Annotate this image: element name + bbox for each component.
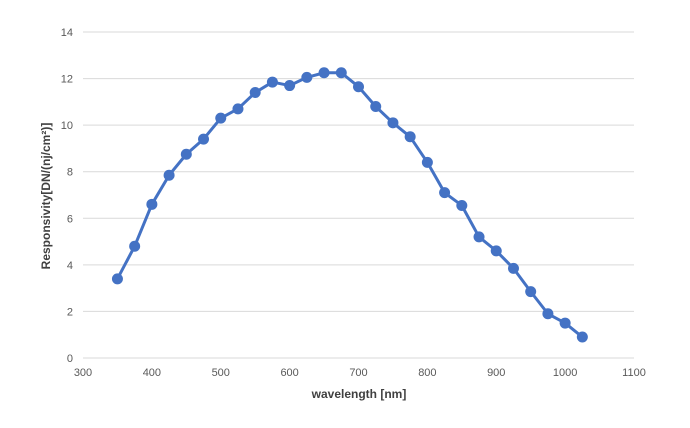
data-point[interactable] [111, 273, 123, 285]
series-line-0 [115, 71, 584, 339]
x-tick-label: 400 [143, 367, 161, 379]
y-tick-label: 14 [61, 27, 73, 39]
data-point[interactable] [301, 71, 313, 83]
y-tick-label: 10 [61, 120, 73, 132]
data-point[interactable] [456, 199, 468, 211]
data-point[interactable] [370, 101, 382, 113]
data-point[interactable] [335, 67, 347, 79]
data-point[interactable] [353, 81, 364, 93]
y-tick-label: 12 [61, 74, 73, 86]
data-point[interactable] [404, 131, 416, 143]
data-point[interactable] [473, 231, 485, 243]
gridlines [83, 31, 634, 359]
x-axis-title: wavelength [nm] [311, 387, 407, 401]
x-tick-label: 700 [349, 367, 367, 379]
x-tick-label: 600 [280, 367, 298, 379]
x-tick-label: 500 [212, 367, 230, 379]
data-point[interactable] [525, 286, 537, 298]
data-point[interactable] [215, 112, 227, 124]
data-point[interactable] [249, 87, 261, 99]
x-tick-label: 900 [487, 367, 505, 379]
y-tick-label: 8 [67, 167, 73, 179]
series-layer [111, 67, 588, 343]
x-tick-label: 1100 [622, 367, 646, 379]
y-axis-ticks: 0 2 4 6 8 10 12 14 [61, 27, 73, 365]
data-point[interactable] [266, 76, 278, 88]
data-point[interactable] [163, 169, 175, 181]
data-point[interactable] [318, 67, 330, 79]
y-tick-label: 4 [67, 260, 73, 272]
data-point[interactable] [146, 198, 158, 210]
x-axis-ticks: 300 400 500 600 700 800 900 1000 1100 [74, 367, 646, 379]
y-tick-label: 6 [67, 213, 73, 225]
data-point[interactable] [180, 148, 192, 160]
x-tick-label: 300 [74, 367, 92, 379]
data-point[interactable] [490, 245, 502, 257]
y-tick-label: 0 [67, 353, 73, 365]
data-point[interactable] [129, 240, 141, 252]
y-tick-label: 2 [67, 306, 73, 318]
x-tick-label: 800 [418, 367, 436, 379]
data-point[interactable] [576, 331, 588, 343]
data-point[interactable] [421, 156, 433, 168]
data-point[interactable] [542, 308, 554, 320]
data-point[interactable] [387, 117, 399, 129]
y-axis-title: Responsivity[DN/(nj/cm²)] [39, 123, 53, 270]
x-tick-label: 1000 [553, 367, 577, 379]
data-point[interactable] [232, 103, 244, 115]
data-point[interactable] [284, 80, 296, 92]
data-point[interactable] [198, 133, 210, 145]
data-point[interactable] [439, 187, 451, 199]
data-point[interactable] [507, 262, 519, 274]
data-point[interactable] [559, 317, 571, 329]
